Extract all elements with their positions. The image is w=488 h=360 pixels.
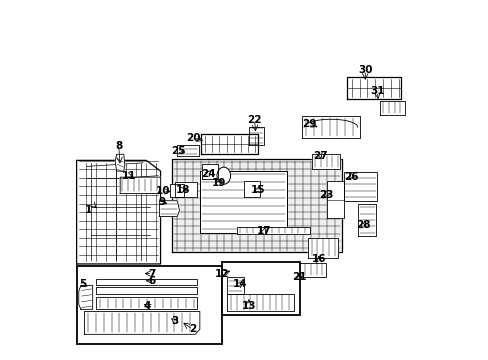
Text: 26: 26 bbox=[343, 172, 358, 182]
Text: 3: 3 bbox=[171, 316, 178, 326]
Polygon shape bbox=[172, 159, 341, 252]
Text: 8: 8 bbox=[115, 141, 122, 151]
Polygon shape bbox=[177, 145, 198, 156]
Polygon shape bbox=[326, 181, 343, 217]
Text: 15: 15 bbox=[250, 185, 265, 195]
Text: 31: 31 bbox=[369, 86, 384, 96]
Text: 25: 25 bbox=[171, 146, 185, 156]
Polygon shape bbox=[290, 263, 325, 277]
Text: 4: 4 bbox=[143, 301, 151, 311]
Polygon shape bbox=[244, 181, 259, 197]
Polygon shape bbox=[346, 77, 400, 99]
Polygon shape bbox=[96, 297, 197, 309]
Text: 19: 19 bbox=[211, 178, 225, 188]
Text: 27: 27 bbox=[312, 151, 327, 161]
Polygon shape bbox=[200, 171, 286, 233]
Polygon shape bbox=[202, 164, 217, 179]
Polygon shape bbox=[248, 127, 264, 145]
Text: 24: 24 bbox=[201, 168, 215, 179]
Text: 21: 21 bbox=[292, 272, 306, 282]
Polygon shape bbox=[96, 279, 197, 285]
Text: 2: 2 bbox=[189, 324, 196, 334]
Polygon shape bbox=[115, 154, 124, 171]
Polygon shape bbox=[236, 227, 309, 234]
Text: 11: 11 bbox=[122, 171, 137, 181]
Text: 22: 22 bbox=[247, 115, 261, 125]
Text: 12: 12 bbox=[215, 269, 229, 279]
Polygon shape bbox=[357, 204, 375, 237]
Polygon shape bbox=[379, 101, 404, 115]
Polygon shape bbox=[227, 294, 293, 311]
Text: 29: 29 bbox=[302, 118, 316, 129]
Text: 17: 17 bbox=[256, 226, 271, 236]
Polygon shape bbox=[201, 134, 258, 154]
Polygon shape bbox=[77, 160, 160, 264]
Polygon shape bbox=[311, 154, 340, 168]
Text: 13: 13 bbox=[241, 301, 256, 311]
FancyBboxPatch shape bbox=[222, 262, 300, 315]
Text: 20: 20 bbox=[186, 133, 201, 143]
Text: 6: 6 bbox=[148, 276, 156, 286]
Ellipse shape bbox=[217, 167, 230, 184]
Polygon shape bbox=[227, 277, 244, 294]
Polygon shape bbox=[159, 201, 179, 216]
Text: 18: 18 bbox=[176, 185, 190, 195]
Polygon shape bbox=[120, 177, 160, 194]
Text: 23: 23 bbox=[318, 190, 332, 200]
FancyBboxPatch shape bbox=[77, 266, 222, 343]
Text: 5: 5 bbox=[79, 279, 86, 289]
Text: 10: 10 bbox=[156, 186, 170, 197]
Polygon shape bbox=[96, 287, 197, 294]
Text: 16: 16 bbox=[311, 254, 325, 264]
Polygon shape bbox=[175, 182, 197, 197]
Text: 28: 28 bbox=[355, 220, 369, 230]
Polygon shape bbox=[170, 184, 184, 197]
Polygon shape bbox=[84, 311, 200, 334]
Text: 1: 1 bbox=[84, 205, 91, 215]
Text: 30: 30 bbox=[357, 65, 372, 75]
Text: 7: 7 bbox=[148, 269, 156, 279]
Polygon shape bbox=[307, 238, 337, 258]
Polygon shape bbox=[79, 285, 93, 309]
Text: 9: 9 bbox=[158, 197, 165, 207]
Text: 14: 14 bbox=[232, 279, 247, 289]
Polygon shape bbox=[302, 116, 359, 138]
Polygon shape bbox=[343, 172, 377, 201]
